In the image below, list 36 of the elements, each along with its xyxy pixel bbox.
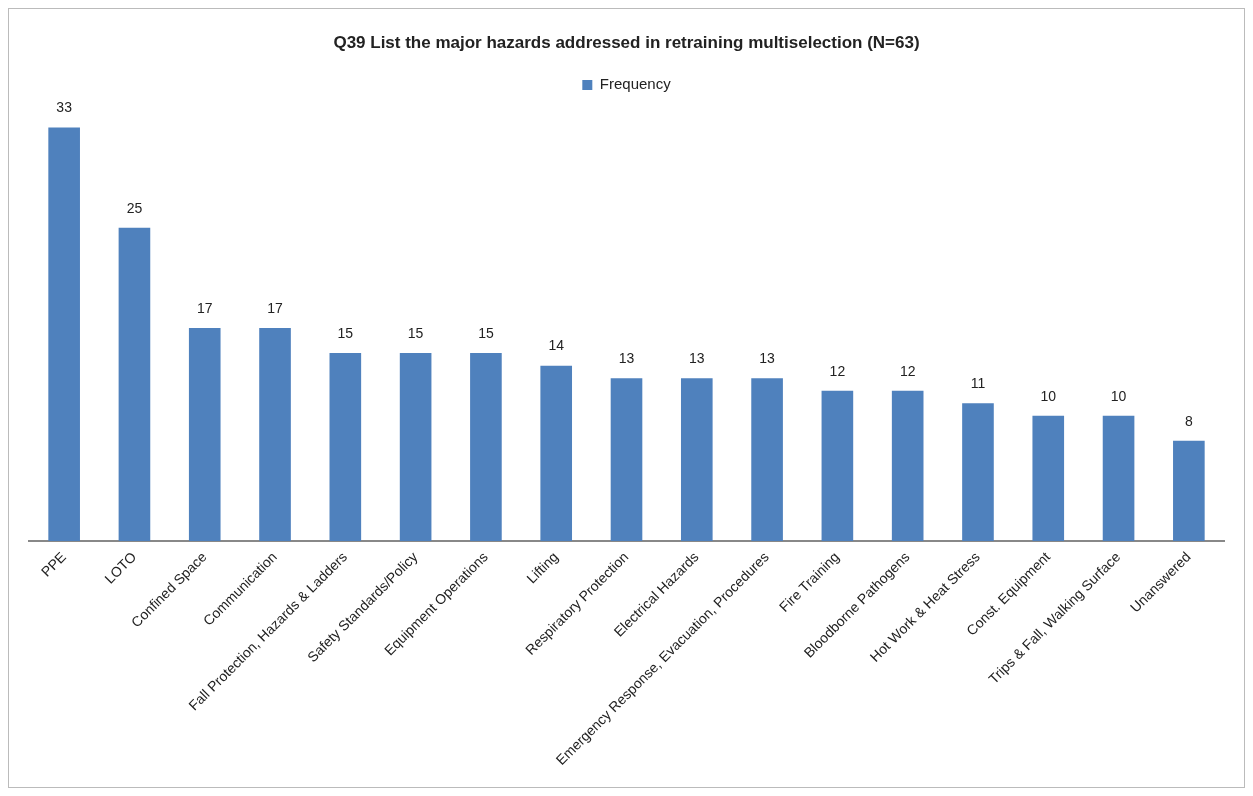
data-label: 12 xyxy=(899,362,916,379)
data-label: 15 xyxy=(478,324,494,341)
bar xyxy=(399,353,432,542)
bar xyxy=(680,378,713,542)
bar xyxy=(1173,440,1205,542)
data-label: 25 xyxy=(126,199,143,216)
data-label: 10 xyxy=(1110,387,1127,404)
bar xyxy=(188,328,221,542)
data-label: 13 xyxy=(618,350,635,367)
data-label: 15 xyxy=(337,324,354,341)
data-label: 11 xyxy=(970,375,986,392)
bar xyxy=(48,127,80,542)
data-label: 13 xyxy=(759,350,776,367)
bar xyxy=(891,390,924,542)
legend-label: Frequency xyxy=(599,75,672,93)
bar xyxy=(259,328,291,542)
data-label: 13 xyxy=(689,350,705,367)
bar xyxy=(329,353,362,542)
data-label: 10 xyxy=(1040,387,1057,404)
bar xyxy=(470,353,502,542)
data-label: 12 xyxy=(829,362,846,379)
bar xyxy=(610,378,643,542)
chart-title: Q39 List the major hazards addressed in retraining multiselection (N=63) xyxy=(333,32,920,52)
bar xyxy=(821,390,854,542)
bar xyxy=(1102,415,1135,542)
bar xyxy=(751,378,783,542)
bar xyxy=(1032,415,1065,542)
data-label: 8 xyxy=(1184,412,1193,429)
bar xyxy=(540,365,573,542)
bar xyxy=(118,227,151,542)
data-label: 14 xyxy=(548,337,565,354)
data-label: 15 xyxy=(407,324,424,341)
bar xyxy=(962,403,994,542)
data-label: 17 xyxy=(196,299,213,316)
data-label: 17 xyxy=(267,299,284,316)
data-label: 33 xyxy=(56,99,73,116)
